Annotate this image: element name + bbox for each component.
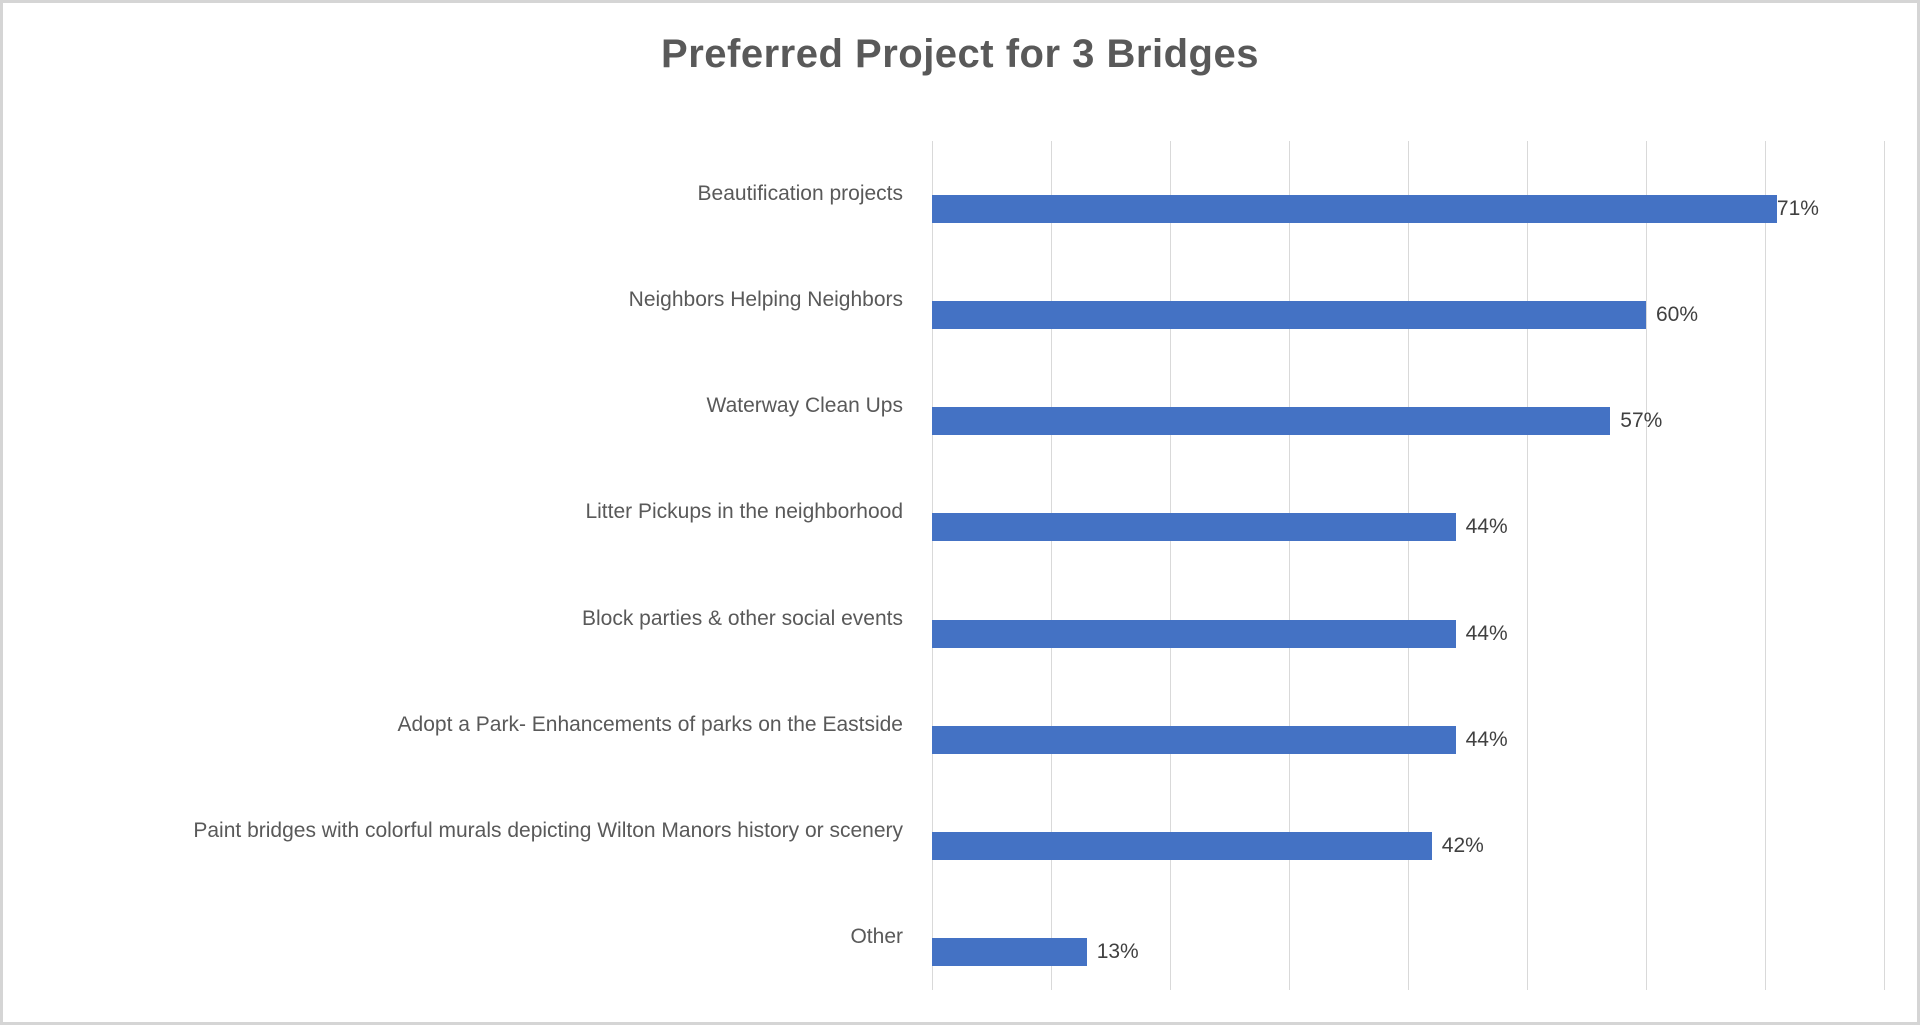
category-label-2: Neighbors Helping Neighbors bbox=[628, 288, 903, 312]
plot-area: 71% 60% 57% 44% 44% 44% 42% 13% bbox=[932, 141, 1885, 990]
value-label-5: 44% bbox=[1465, 621, 1508, 645]
category-label-7: Paint bridges with colorful murals depic… bbox=[193, 818, 903, 842]
bar-6 bbox=[932, 725, 1456, 754]
bar-8 bbox=[932, 937, 1087, 966]
value-label-7: 42% bbox=[1441, 833, 1484, 857]
bar-3 bbox=[932, 407, 1611, 436]
value-label-8: 13% bbox=[1096, 939, 1139, 963]
chart-title: Preferred Project for 3 Bridges bbox=[661, 32, 1259, 76]
value-label-4: 44% bbox=[1465, 515, 1508, 539]
gridline bbox=[1051, 141, 1052, 990]
value-label-1: 71% bbox=[1776, 197, 1819, 220]
bar-7 bbox=[932, 831, 1432, 860]
category-label-5: Block parties & other social events bbox=[582, 606, 903, 630]
gridline bbox=[1170, 141, 1171, 990]
value-label-2: 60% bbox=[1656, 303, 1699, 327]
category-label-1: Beautification projects bbox=[697, 182, 903, 205]
bar-4 bbox=[932, 513, 1456, 542]
category-label-4: Litter Pickups in the neighborhood bbox=[585, 500, 903, 524]
gridline bbox=[1527, 141, 1528, 990]
value-label-3: 57% bbox=[1620, 409, 1663, 433]
value-axis-line bbox=[932, 141, 933, 990]
gridline bbox=[1884, 141, 1885, 990]
bar-1 bbox=[932, 195, 1777, 223]
value-label-6: 44% bbox=[1465, 727, 1508, 751]
gridline bbox=[1765, 141, 1766, 990]
bar-2 bbox=[932, 301, 1646, 330]
gridline bbox=[1646, 141, 1647, 990]
bar-5 bbox=[932, 619, 1456, 648]
gridline bbox=[1408, 141, 1409, 990]
category-label-3: Waterway Clean Ups bbox=[706, 394, 903, 418]
gridline bbox=[1289, 141, 1290, 990]
category-label-8: Other bbox=[850, 924, 903, 948]
category-label-6: Adopt a Park- Enhancements of parks on t… bbox=[397, 712, 903, 736]
